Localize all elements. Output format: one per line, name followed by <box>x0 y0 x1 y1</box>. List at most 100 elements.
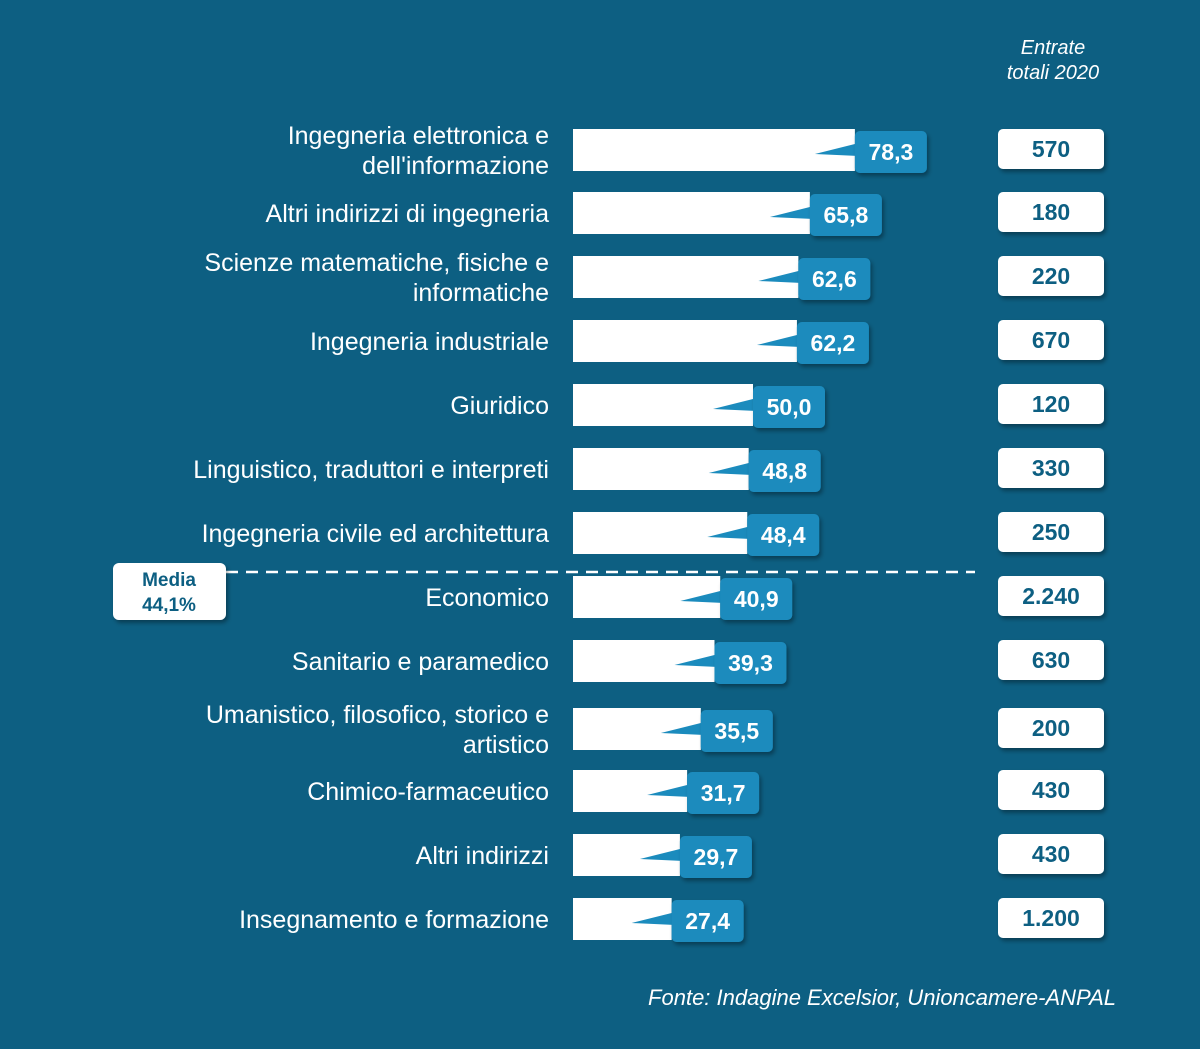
total-value: 200 <box>1032 715 1070 741</box>
category-label: Chimico-farmaceutico <box>307 778 549 806</box>
total-value: 430 <box>1032 841 1070 867</box>
total-box <box>998 834 1104 874</box>
category-label: Linguistico, traduttori e interpreti <box>193 456 549 484</box>
chart-rows: Ingegneria elettronica edell'informazion… <box>193 122 1104 942</box>
value-label: 78,3 <box>868 139 913 165</box>
chart-row: Umanistico, filosofico, storico eartisti… <box>206 701 1104 759</box>
value-badge <box>679 836 752 878</box>
total-box <box>998 192 1104 232</box>
value-label: 35,5 <box>714 718 759 744</box>
total-value: 630 <box>1032 647 1070 673</box>
source-note: Fonte: Indagine Excelsior, Unioncamere-A… <box>648 985 1116 1010</box>
value-label: 29,7 <box>694 844 739 870</box>
category-label: Economico <box>425 584 549 612</box>
chart-row: Ingegneria civile ed architettura 48,4 250 <box>202 512 1104 556</box>
category-label: Ingegneria elettronica e <box>288 122 549 150</box>
value-badge <box>700 710 773 752</box>
average-box <box>113 563 226 620</box>
total-value: 250 <box>1032 519 1070 545</box>
value-label: 39,3 <box>728 650 773 676</box>
value-badge <box>671 900 744 942</box>
value-badge <box>714 642 787 684</box>
category-label: informatiche <box>413 279 549 307</box>
bar <box>573 384 753 426</box>
total-value: 670 <box>1032 327 1070 353</box>
chart-row: Chimico-farmaceutico 31,7 430 <box>307 770 1104 814</box>
category-label: Umanistico, filosofico, storico e <box>206 701 549 729</box>
total-value: 570 <box>1032 136 1070 162</box>
chart-row: Ingegneria elettronica edell'informazion… <box>288 122 1104 180</box>
bar <box>573 576 721 618</box>
bar <box>573 256 799 298</box>
value-badge <box>720 578 793 620</box>
badge-pointer <box>708 462 753 475</box>
value-label: 50,0 <box>767 394 812 420</box>
total-value: 430 <box>1032 777 1070 803</box>
total-box <box>998 898 1104 938</box>
total-box <box>998 708 1104 748</box>
value-badge <box>687 772 760 814</box>
category-label: dell'informazione <box>362 152 549 180</box>
totals-header-line: Entrate <box>1021 37 1085 59</box>
chart-row: Economico 40,9 2.240 <box>425 576 1104 620</box>
value-label: 31,7 <box>701 780 746 806</box>
badge-pointer <box>639 848 684 861</box>
value-label: 65,8 <box>823 202 868 228</box>
value-badge <box>747 514 820 556</box>
category-label: Scienze matematiche, fisiche e <box>204 249 549 277</box>
value-badge <box>796 322 869 364</box>
bar <box>573 320 797 362</box>
chart-row: Giuridico 50,0 120 <box>450 384 1104 428</box>
total-box <box>998 129 1104 169</box>
badge-pointer <box>713 398 757 411</box>
badge-pointer <box>769 206 814 219</box>
total-box <box>998 448 1104 488</box>
category-label: Altri indirizzi di ingegneria <box>266 200 550 228</box>
chart-row: Linguistico, traduttori e interpreti 48,8… <box>193 448 1104 492</box>
value-badge <box>753 386 825 428</box>
total-box <box>998 576 1104 616</box>
category-label: Ingegneria industriale <box>310 328 549 356</box>
bar <box>573 512 748 554</box>
category-label: Sanitario e paramedico <box>292 648 549 676</box>
badge-pointer <box>647 784 692 797</box>
category-label: Ingegneria civile ed architettura <box>202 520 550 548</box>
badge-pointer <box>680 590 725 603</box>
total-value: 220 <box>1032 263 1070 289</box>
value-badge <box>748 450 821 492</box>
totals-header-line: totali 2020 <box>1007 62 1099 84</box>
average-value: 44,1% <box>142 595 196 616</box>
average-marker: Media 44,1% <box>113 563 975 620</box>
category-label: Insegnamento e formazione <box>239 906 549 934</box>
total-box <box>998 256 1104 296</box>
badge-pointer <box>660 722 705 735</box>
value-label: 48,8 <box>762 458 807 484</box>
value-badge <box>798 258 871 300</box>
total-value: 180 <box>1032 199 1070 225</box>
chart-row: Altri indirizzi di ingegneria 65,8 180 <box>266 192 1104 236</box>
chart-row: Altri indirizzi 29,7 430 <box>416 834 1104 878</box>
total-box <box>998 320 1104 360</box>
total-box <box>998 512 1104 552</box>
total-value: 120 <box>1032 391 1070 417</box>
chart-row: Sanitario e paramedico 39,3 630 <box>292 640 1104 684</box>
total-box <box>998 384 1104 424</box>
badge-pointer <box>758 270 803 283</box>
category-label: Giuridico <box>450 392 549 420</box>
total-box <box>998 640 1104 680</box>
category-label: artistico <box>463 731 549 759</box>
value-label: 40,9 <box>734 586 779 612</box>
chart-row: Insegnamento e formazione 27,4 1.200 <box>239 898 1104 942</box>
bar <box>573 129 855 171</box>
value-label: 62,2 <box>811 330 856 356</box>
value-label: 62,6 <box>812 266 857 292</box>
totals-header: Entrate totali 2020 <box>1007 37 1099 84</box>
value-badge <box>854 131 927 173</box>
badge-pointer <box>814 143 859 156</box>
badge-pointer <box>707 526 752 539</box>
bar <box>573 192 810 234</box>
badge-pointer <box>674 654 719 667</box>
value-badge <box>809 194 882 236</box>
chart-row: Scienze matematiche, fisiche einformatic… <box>204 249 1104 307</box>
